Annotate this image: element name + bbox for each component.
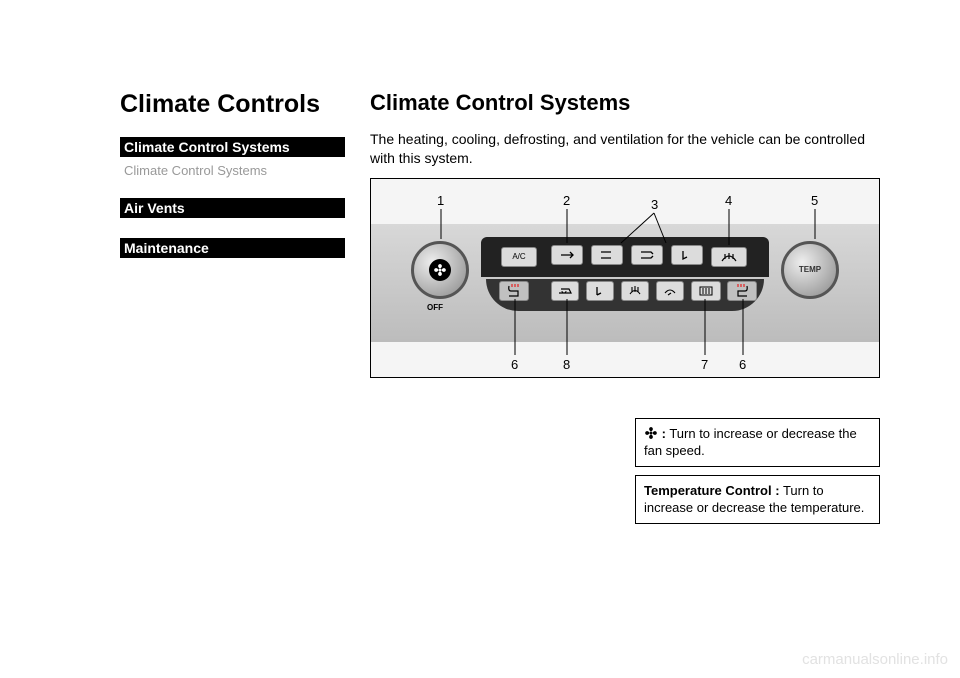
temp-knob: TEMP [781, 241, 839, 299]
toc-heading: Air Vents [120, 198, 345, 218]
callout-1: 1 [437, 193, 444, 208]
content-column: Climate Control Systems The heating, coo… [370, 90, 880, 532]
floordefog-icon [663, 285, 677, 297]
heated-seat-icon [734, 284, 750, 298]
mode-defog-button [621, 281, 649, 301]
callout-2: 2 [563, 193, 570, 208]
watermark: carmanualsonline.info [802, 651, 948, 668]
ac-button: A/C [501, 247, 537, 267]
fan-icon [644, 426, 658, 440]
toc-item: Climate Control Systems [120, 163, 345, 178]
description-column: : Turn to increase or decrease the fan s… [635, 418, 880, 532]
rear-defrost-icon [698, 285, 714, 297]
climate-panel-diagram: OFF TEMP A/C [370, 178, 880, 378]
chapter-title: Climate Controls [120, 90, 345, 119]
page-container: Climate Controls Climate Control Systems… [0, 0, 960, 532]
defog-icon [628, 285, 642, 297]
temp-label: TEMP [784, 244, 836, 296]
bilevel2-icon [639, 249, 655, 261]
intro-paragraph: The heating, cooling, defrosting, and ve… [370, 130, 880, 168]
mode-floor2-button [586, 281, 614, 301]
toc-section-airvents: Air Vents [120, 198, 345, 218]
callout-5: 5 [811, 193, 818, 208]
off-label: OFF [427, 303, 443, 312]
vent-icon [559, 250, 575, 260]
rear-defrost-button [691, 281, 721, 301]
mode-bilevel-button [591, 245, 623, 265]
body-columns: : Turn to increase or decrease the fan s… [370, 418, 880, 532]
heated-seat-left-button [499, 281, 529, 301]
mode-floor-button [671, 245, 703, 265]
heated-seat-icon [506, 284, 522, 298]
fan-label: : [658, 426, 666, 441]
callout-3: 3 [651, 197, 658, 212]
callout-4: 4 [725, 193, 732, 208]
toc-item-label: Climate Control Systems [124, 163, 345, 178]
temp-label: Temperature Control : [644, 483, 780, 498]
floor-icon [679, 249, 695, 261]
recirc-icon [557, 285, 573, 297]
toc-heading: Climate Control Systems [120, 137, 345, 157]
callout-6b: 6 [739, 357, 746, 372]
fan-icon [429, 259, 451, 281]
floor2-icon [593, 285, 607, 297]
mode-bilevel2-button [631, 245, 663, 265]
defrost-icon [720, 251, 738, 263]
toc-section-climate: Climate Control Systems Climate Control … [120, 137, 345, 178]
fan-text: Turn to increase or decrease the fan spe… [644, 426, 857, 459]
callout-6a: 6 [511, 357, 518, 372]
mode-floordefog-button [656, 281, 684, 301]
recirc-button [551, 281, 579, 301]
fan-knob [411, 241, 469, 299]
toc-section-maintenance: Maintenance [120, 238, 345, 258]
bilevel-icon [599, 249, 615, 261]
section-title: Climate Control Systems [370, 90, 880, 116]
fan-description: : Turn to increase or decrease the fan s… [635, 418, 880, 467]
heated-seat-right-button [727, 281, 757, 301]
front-defrost-button [711, 247, 747, 267]
mode-vent-button [551, 245, 583, 265]
temp-description: Temperature Control : Turn to increase o… [635, 475, 880, 524]
callout-7: 7 [701, 357, 708, 372]
callout-8: 8 [563, 357, 570, 372]
toc-heading: Maintenance [120, 238, 345, 258]
legend-column [370, 418, 615, 532]
toc-column: Climate Controls Climate Control Systems… [120, 90, 345, 532]
